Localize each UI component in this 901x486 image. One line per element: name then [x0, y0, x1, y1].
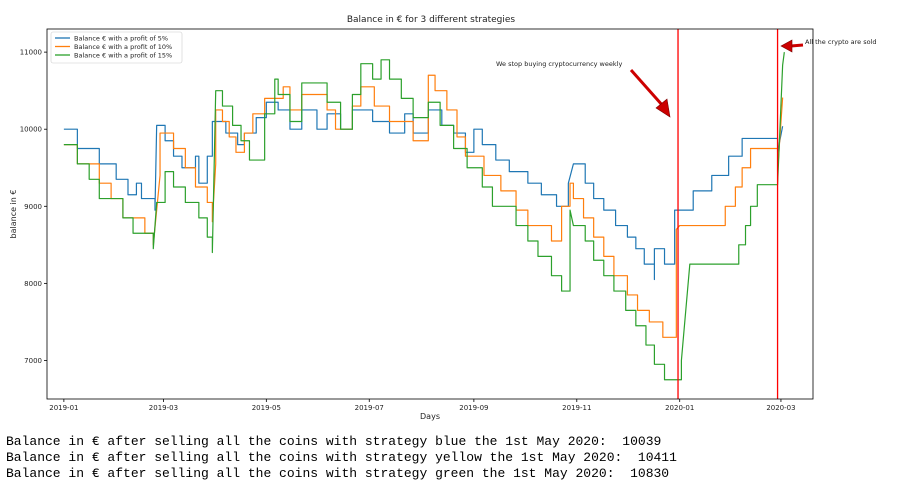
legend-label-2: Balance € with a profit of 10% [74, 43, 172, 51]
output-text: Balance in € after selling all the coins… [6, 434, 677, 482]
series-line-1 [63, 101, 784, 281]
x-axis-title: Days [420, 412, 440, 421]
annotation-all-sold: All the crypto are sold [805, 38, 877, 46]
y-tick-label: 7000 [24, 357, 42, 365]
y-axis-title: balance in € [9, 190, 18, 239]
y-tick-label: 10000 [20, 126, 42, 134]
legend: Balance € with a profit of 5%Balance € w… [50, 31, 183, 64]
x-axis: 2019-01 2019-03 2019-05 2019-07 2019-09 2019-… [49, 399, 796, 412]
y-axis: 7000 8000 9000 10000 11000 [20, 49, 47, 365]
x-tick-label: 2019-07 [355, 404, 384, 412]
x-tick-label: 2019-09 [459, 404, 488, 412]
arrow-head-all-sold [780, 39, 793, 53]
output-line-yellow: Balance in € after selling all the coins… [6, 450, 677, 465]
chart-title: Balance in € for 3 different strategies [347, 15, 516, 25]
arrow-head-stop-buying [655, 98, 671, 118]
x-tick-label: 2020-03 [766, 404, 795, 412]
x-tick-label: 2019-05 [252, 404, 281, 412]
plot-area [63, 29, 785, 399]
plot-frame [46, 28, 814, 400]
x-tick-label: 2020-01 [665, 404, 694, 412]
legend-box [50, 31, 183, 64]
arrow-shaft-stop-buying [629, 69, 665, 107]
y-tick-label: 8000 [24, 280, 42, 288]
legend-label-3: Balance € with a profit of 15% [74, 51, 172, 59]
y-tick-label: 9000 [24, 203, 42, 211]
output-line-blue: Balance in € after selling all the coins… [6, 434, 662, 449]
x-tick-label: 2019-01 [49, 404, 78, 412]
legend-label-1: Balance € with a profit of 5% [74, 34, 168, 42]
series-line-3 [63, 52, 785, 381]
annotation-stop-buying: We stop buying cryptocurrency weekly [496, 60, 622, 68]
x-tick-label: 2019-11 [562, 404, 591, 412]
arrow-shaft-all-sold [790, 43, 804, 48]
annotations: We stop buying cryptocurrency weekly All… [496, 38, 877, 118]
series-line-2 [63, 74, 784, 338]
balance-chart: Balance in € for 3 different strategies … [9, 15, 877, 421]
output-line-green: Balance in € after selling all the coins… [6, 466, 670, 481]
y-tick-label: 11000 [20, 49, 42, 57]
x-tick-label: 2019-03 [149, 404, 178, 412]
